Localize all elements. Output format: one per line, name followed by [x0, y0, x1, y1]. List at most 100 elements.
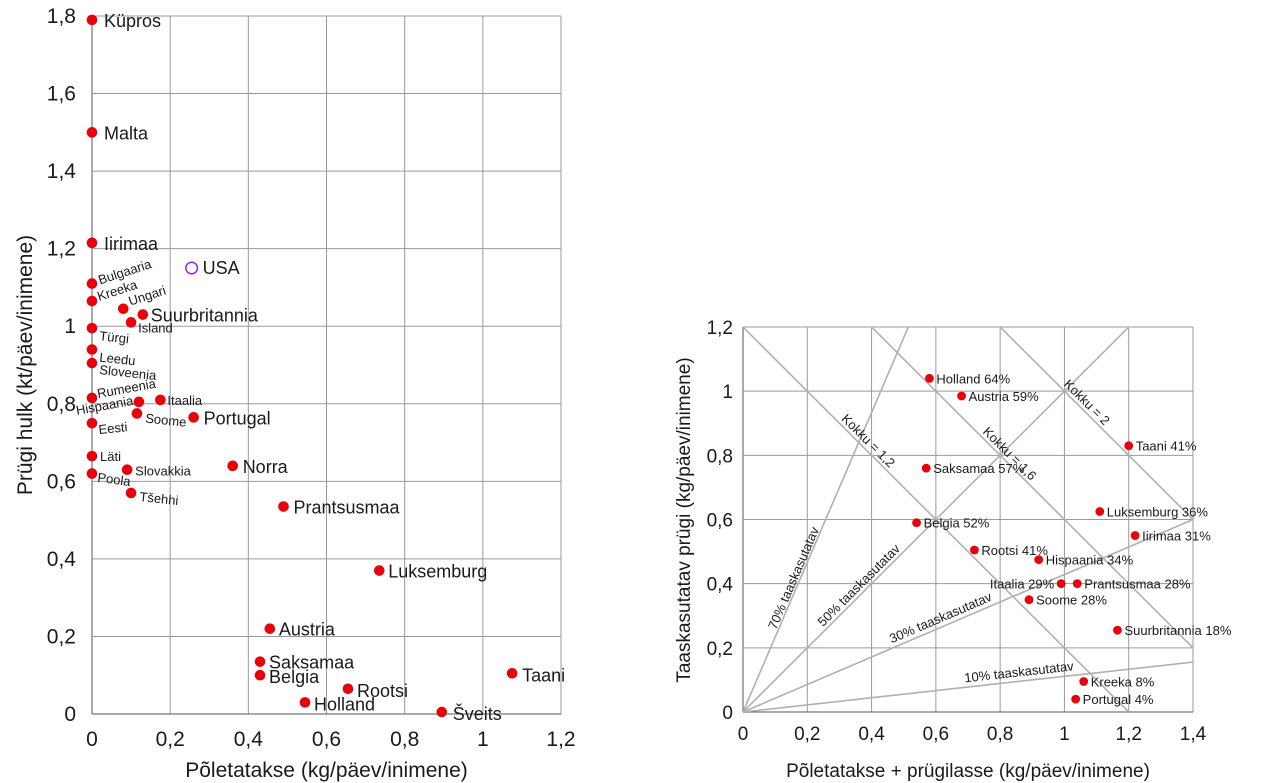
x-tick-label: 0 [86, 728, 98, 751]
point-label-holland: Holland [314, 694, 375, 714]
x-tick-label: 0,8 [987, 724, 1013, 745]
point-eesti [86, 417, 98, 429]
ratio-line-label: 50% taaskasutatav [815, 541, 904, 630]
point-austria-59 [957, 391, 966, 401]
point-suurbritannia-18 [1113, 625, 1122, 635]
y-tick-label: 0,8 [707, 446, 733, 467]
x-tick-label: 1,2 [546, 728, 575, 751]
point-tsehhi [125, 487, 137, 499]
y-tick-label: 0,6 [47, 470, 76, 493]
point-label-tsehhi: Tšehhi [139, 489, 179, 508]
y-tick-label: 1,8 [47, 5, 76, 28]
point-lati [86, 450, 98, 462]
x-tick-label: 0,6 [923, 724, 949, 745]
point-rootsi-41 [970, 545, 979, 555]
chart-waste-vs-incineration: 0 0,2 0,4 0,6 0,8 1 1,2 0 0,2 0,4 0,6 0,8 1 1,2 1,4 1,6… [14, 5, 576, 782]
point-label-malta: Malta [104, 123, 149, 143]
point-belgia-52 [912, 518, 921, 528]
point-label-iirimaa: Iirimaa [104, 234, 159, 254]
point-luksemburg [373, 565, 385, 576]
point-leedu [86, 344, 98, 355]
y-tick-label: 0,4 [47, 548, 77, 571]
y-tick-label: 1,6 [47, 83, 76, 106]
point-norra [227, 460, 238, 472]
point-malta [86, 127, 98, 138]
point-label-taani: Taani [522, 665, 565, 685]
y-tick-label: 0,2 [47, 625, 76, 648]
point-label-taani-41: Taani 41% [1136, 439, 1197, 454]
point-sveits [436, 706, 448, 718]
point-label-usa: USA [203, 258, 240, 278]
point-turgi [86, 322, 98, 334]
point-taani-41 [1124, 441, 1134, 451]
x-tick-label: 1 [1059, 724, 1070, 745]
point-taani [506, 667, 518, 679]
point-iirimaa-31 [1130, 531, 1140, 540]
point-label-iirimaa-31: Iirimaa 31% [1142, 529, 1211, 544]
point-holland [299, 697, 311, 708]
point-label-belgia-52: Belgia 52% [924, 516, 990, 531]
point-label-austria-59: Austria 59% [969, 389, 1040, 404]
point-label-eesti: Eesti [98, 419, 128, 437]
point-label-turgi: Türgi [99, 328, 130, 346]
point-usa [185, 261, 199, 275]
chart-recycled-vs-disposed: 0 0,2 0,4 0,6 0,8 1 1,2 1,4 0 0,2 0,4 0,6 0,8 1 1,2 Põl… [674, 318, 1232, 782]
point-label-luksemburg: Luksemburg [388, 562, 487, 582]
y-tick-label: 0 [722, 703, 733, 724]
total-line [999, 327, 1193, 521]
point-luksemburg-36 [1095, 507, 1105, 516]
point-label-holland-64: Holland 64% [936, 371, 1010, 386]
y-tick-label: 1,2 [47, 238, 76, 261]
point-label-prantsusmaa-28: Prantsusmaa 28% [1084, 577, 1191, 592]
point-label-portugal-4: Portugal 4% [1083, 692, 1154, 707]
point-label-sloveenia: Sloveenia [99, 362, 158, 383]
point-soome [131, 408, 143, 419]
point-label-itaalia-29: Itaalia 29% [990, 577, 1055, 592]
x-tick-label: 0,2 [794, 724, 820, 745]
x-tick-label: 0,2 [156, 728, 185, 751]
ratio-line-label: 70% taaskasutatav [765, 524, 822, 631]
point-label-belgia: Belgia [269, 667, 320, 687]
y-tick-label: 0,6 [707, 511, 733, 532]
x-tick-label: 0,4 [234, 728, 264, 751]
point-label-austria: Austria [279, 620, 336, 640]
point-saksamaa [254, 656, 266, 667]
point-prantsusmaa-28 [1072, 579, 1082, 589]
point-itaalia-29 [1056, 579, 1066, 589]
x-tick-label: 0 [738, 724, 749, 745]
point-saksamaa-57 [921, 463, 931, 473]
point-label-itaalia: Itaalia [167, 393, 202, 408]
point-bulgaaria [86, 278, 98, 289]
point-label-prantsusmaa: Prantsusmaa [294, 498, 401, 518]
point-label-slovakkia: Slovakkia [135, 464, 191, 479]
y-axis-label: Taaskasutatav prügi (kg/päev/inimene) [674, 357, 695, 682]
point-label-sveits: Šveits [453, 703, 502, 724]
point-label-poola: Poola [97, 470, 133, 490]
point-hispaania [133, 396, 145, 408]
point-kupros [86, 14, 98, 26]
x-tick-label: 1 [477, 728, 489, 751]
y-tick-label: 0,2 [707, 639, 733, 660]
point-label-luksemburg-36: Luksemburg 36% [1107, 504, 1209, 519]
y-tick-label: 1,4 [47, 160, 77, 183]
y-tick-label: 0,4 [707, 575, 734, 596]
point-itaalia [155, 394, 166, 406]
x-tick-label: 1,4 [1180, 724, 1207, 745]
point-ungari [117, 303, 129, 315]
point-label-saksamaa: Saksamaa [269, 653, 355, 673]
y-tick-label: 0,8 [47, 393, 76, 416]
point-poola [86, 468, 98, 479]
total-line [743, 327, 1130, 712]
point-soome-28 [1024, 595, 1034, 605]
y-tick-label: 1 [722, 382, 733, 403]
x-axis-label: Põletatakse + prügilasse (kg/päev/inimen… [786, 761, 1150, 782]
x-tick-label: 1,2 [1116, 724, 1142, 745]
point-rumeenia [86, 392, 98, 404]
y-tick-label: 1,2 [707, 318, 733, 339]
point-rootsi [342, 683, 354, 695]
x-tick-label: 0,4 [858, 724, 885, 745]
point-label-island: Island [138, 320, 173, 335]
x-tick-label: 0,8 [390, 728, 419, 751]
point-label-hispaania-34: Hispaania 34% [1046, 553, 1134, 568]
point-label-saksamaa-57: Saksamaa 57% [933, 461, 1024, 476]
